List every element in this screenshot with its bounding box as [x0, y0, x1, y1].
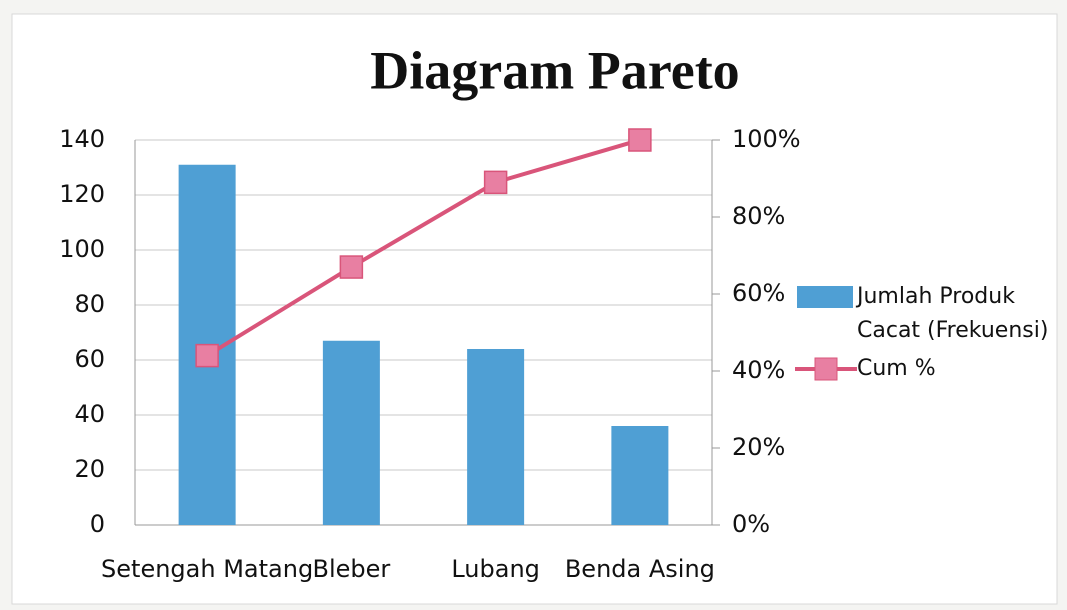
y2-tick-label: 80% [732, 202, 785, 230]
bar [322, 340, 380, 525]
y2-tick-label: 100% [732, 125, 801, 153]
legend-swatch [797, 286, 853, 308]
y-tick-label: 140 [59, 125, 105, 153]
y2-tick-label: 40% [732, 356, 785, 384]
legend-bar [797, 286, 853, 308]
line [206, 138, 641, 358]
bar [611, 426, 669, 525]
y-tick-label: 100 [59, 235, 105, 263]
x-tick-label: Setengah Matang [101, 555, 313, 583]
legend: Jumlah Produk Cacat (Frekuensi) Cum % [795, 280, 1055, 390]
marker [483, 170, 508, 195]
marker [195, 343, 219, 368]
x-tick-label: Lubang [451, 555, 540, 583]
y2-tick-label: 20% [732, 433, 785, 461]
marker [628, 128, 652, 152]
y-tick-label: 60 [74, 345, 105, 373]
legend-label: Cum % [857, 356, 936, 381]
legend-marker [814, 357, 838, 381]
y2-tick-label: 60% [732, 279, 785, 307]
x-tick-label: Bleber [312, 555, 390, 583]
y-tick-label: 120 [59, 180, 105, 208]
legend-key [795, 352, 857, 386]
chart-title: Diagram Pareto [370, 40, 739, 100]
marker [339, 255, 364, 279]
x-tick-label: Benda Asing [565, 555, 715, 583]
y-tick-label: 0 [90, 510, 105, 538]
legend-swatch [795, 357, 857, 381]
legend-item: Cum % [795, 352, 1055, 386]
legend-label: Jumlah Produk Cacat (Frekuensi) [857, 284, 1049, 343]
legend-item: Jumlah Produk Cacat (Frekuensi) [795, 280, 1055, 348]
y-tick-label: 40 [74, 400, 105, 428]
y-tick-label: 80 [74, 290, 105, 318]
bar [467, 349, 525, 525]
y-tick-label: 20 [74, 455, 105, 483]
y2-tick-label: 0% [732, 510, 770, 538]
legend-key [795, 280, 857, 314]
